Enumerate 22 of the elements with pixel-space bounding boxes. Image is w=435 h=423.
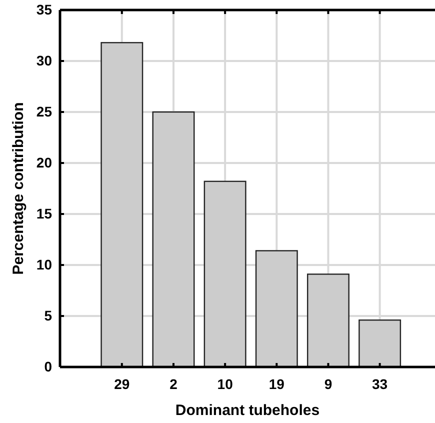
y-tick-label: 30 <box>36 52 52 68</box>
y-tick-label: 15 <box>36 205 52 222</box>
bar <box>152 111 195 368</box>
x-tick-label: 29 <box>114 376 130 392</box>
x-tick-label: 9 <box>324 376 332 392</box>
x-axis-title: Dominant tubeholes <box>175 402 320 419</box>
bar <box>358 319 402 368</box>
x-tick-label: 2 <box>170 376 178 392</box>
y-tick-label: 25 <box>36 103 52 120</box>
y-tick-label: 20 <box>36 154 52 170</box>
y-tick-label: 5 <box>44 307 52 324</box>
y-tick-label: 10 <box>36 256 52 272</box>
y-tick-label: 35 <box>36 1 52 18</box>
x-tick-label: 10 <box>217 376 234 392</box>
y-tick-label: 0 <box>44 358 52 374</box>
bar <box>255 250 298 368</box>
y-axis-title: Percentage contribution <box>10 102 27 275</box>
x-tick-label: 33 <box>372 376 388 392</box>
bar <box>100 42 144 368</box>
bar <box>204 180 246 368</box>
bar <box>306 274 350 368</box>
x-tick-label: 19 <box>268 376 285 392</box>
